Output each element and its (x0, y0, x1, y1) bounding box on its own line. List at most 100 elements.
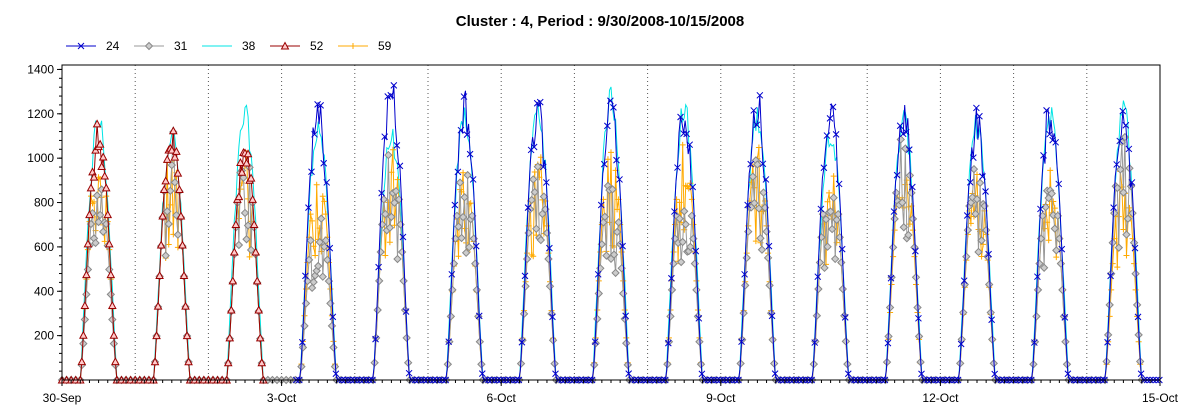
marker-triangle (280, 41, 290, 50)
marker-x (1134, 313, 1142, 321)
marker-plus (246, 253, 253, 260)
marker-x (1125, 145, 1133, 153)
marker-diamond (896, 135, 905, 144)
marker-x (600, 160, 608, 168)
marker-diamond (518, 335, 527, 345)
marker-diamond (397, 247, 407, 257)
marker-x (686, 141, 694, 149)
marker-diamond (911, 273, 921, 282)
marker-plus (608, 149, 614, 156)
marker-diamond (306, 236, 315, 245)
marker-plus (319, 193, 326, 200)
marker-diamond (327, 321, 337, 331)
marker-triangle (152, 331, 161, 340)
marker-x (887, 274, 895, 282)
marker-triangle (249, 219, 259, 228)
marker-x (518, 338, 526, 346)
marker-x (664, 339, 672, 347)
marker-triangle (77, 357, 87, 366)
marker-diamond (695, 337, 704, 346)
marker-triangle (89, 172, 99, 181)
marker-triangle (178, 240, 187, 249)
marker-x (594, 270, 602, 278)
marker-diamond (963, 225, 973, 235)
marker-x (988, 316, 995, 324)
marker-plus (460, 169, 467, 176)
marker-x (902, 128, 910, 136)
marker-x (1137, 370, 1145, 378)
x-tick-label: 3-Oct (267, 391, 297, 405)
marker-triangle (88, 167, 97, 176)
marker-plus (1108, 286, 1115, 293)
marker-diamond (737, 335, 747, 345)
marker-diamond (385, 223, 395, 232)
marker-x (405, 369, 413, 377)
marker-triangle (252, 276, 262, 285)
marker-x (610, 104, 617, 111)
marker-x (1030, 339, 1038, 346)
legend-item-52: 52 (270, 39, 324, 53)
marker-diamond (80, 315, 90, 324)
marker-diamond (246, 245, 256, 255)
marker-diamond (464, 242, 474, 252)
marker-x (390, 82, 398, 89)
marker-diamond (666, 312, 675, 321)
x-tick-label: 12-Oct (922, 391, 959, 405)
marker-diamond (1056, 259, 1066, 268)
marker-triangle (161, 176, 171, 185)
marker-diamond (826, 207, 835, 216)
marker-x (1061, 313, 1069, 321)
marker-x (973, 104, 980, 112)
marker-x (613, 156, 620, 164)
marker-x (985, 250, 992, 258)
marker-triangle (234, 192, 244, 201)
marker-x (750, 107, 758, 114)
marker-x (311, 130, 318, 138)
marker-triangle (176, 211, 186, 220)
marker-diamond (91, 238, 100, 248)
marker-x (77, 42, 85, 50)
marker-triangle (158, 211, 167, 220)
marker-diamond (243, 221, 253, 230)
marker-diamond (92, 191, 102, 200)
marker-diamond (1116, 165, 1125, 174)
marker-plus (1132, 286, 1139, 293)
marker-triangle (251, 247, 261, 256)
marker-diamond (1119, 188, 1128, 197)
marker-diamond (329, 343, 338, 352)
marker-diamond (757, 245, 767, 254)
axes: 200 400 600 800 1000 1200 1400 30-Sep 3-Oct 6-Oct… (27, 62, 1178, 405)
marker-plus (301, 312, 308, 319)
marker-diamond (675, 214, 684, 223)
marker-x (768, 312, 776, 320)
marker-plus (830, 173, 837, 180)
marker-diamond (532, 224, 541, 234)
marker-plus (826, 189, 833, 196)
marker-x (966, 178, 974, 186)
marker-x (454, 168, 462, 176)
marker-triangle (257, 358, 267, 367)
marker-x (838, 245, 846, 253)
marker-plus (455, 253, 462, 260)
marker-diamond (454, 222, 463, 231)
marker-diamond (750, 198, 759, 208)
marker-diamond (313, 261, 323, 271)
marker-triangle (229, 247, 239, 256)
marker-diamond (676, 257, 686, 267)
marker-triangle (173, 168, 183, 177)
marker-triangle (167, 145, 177, 154)
marker-plus (909, 227, 916, 234)
marker-diamond (739, 308, 748, 318)
marker-x (619, 242, 626, 250)
marker-diamond (317, 214, 326, 223)
marker-x (597, 201, 605, 209)
marker-diamond (79, 339, 88, 348)
marker-x (1107, 272, 1114, 280)
marker-plus (385, 199, 392, 206)
marker-diamond (899, 223, 909, 232)
marker-x (829, 103, 837, 111)
marker-diamond (609, 250, 619, 259)
marker-triangle (236, 157, 245, 167)
marker-x (1064, 370, 1072, 378)
